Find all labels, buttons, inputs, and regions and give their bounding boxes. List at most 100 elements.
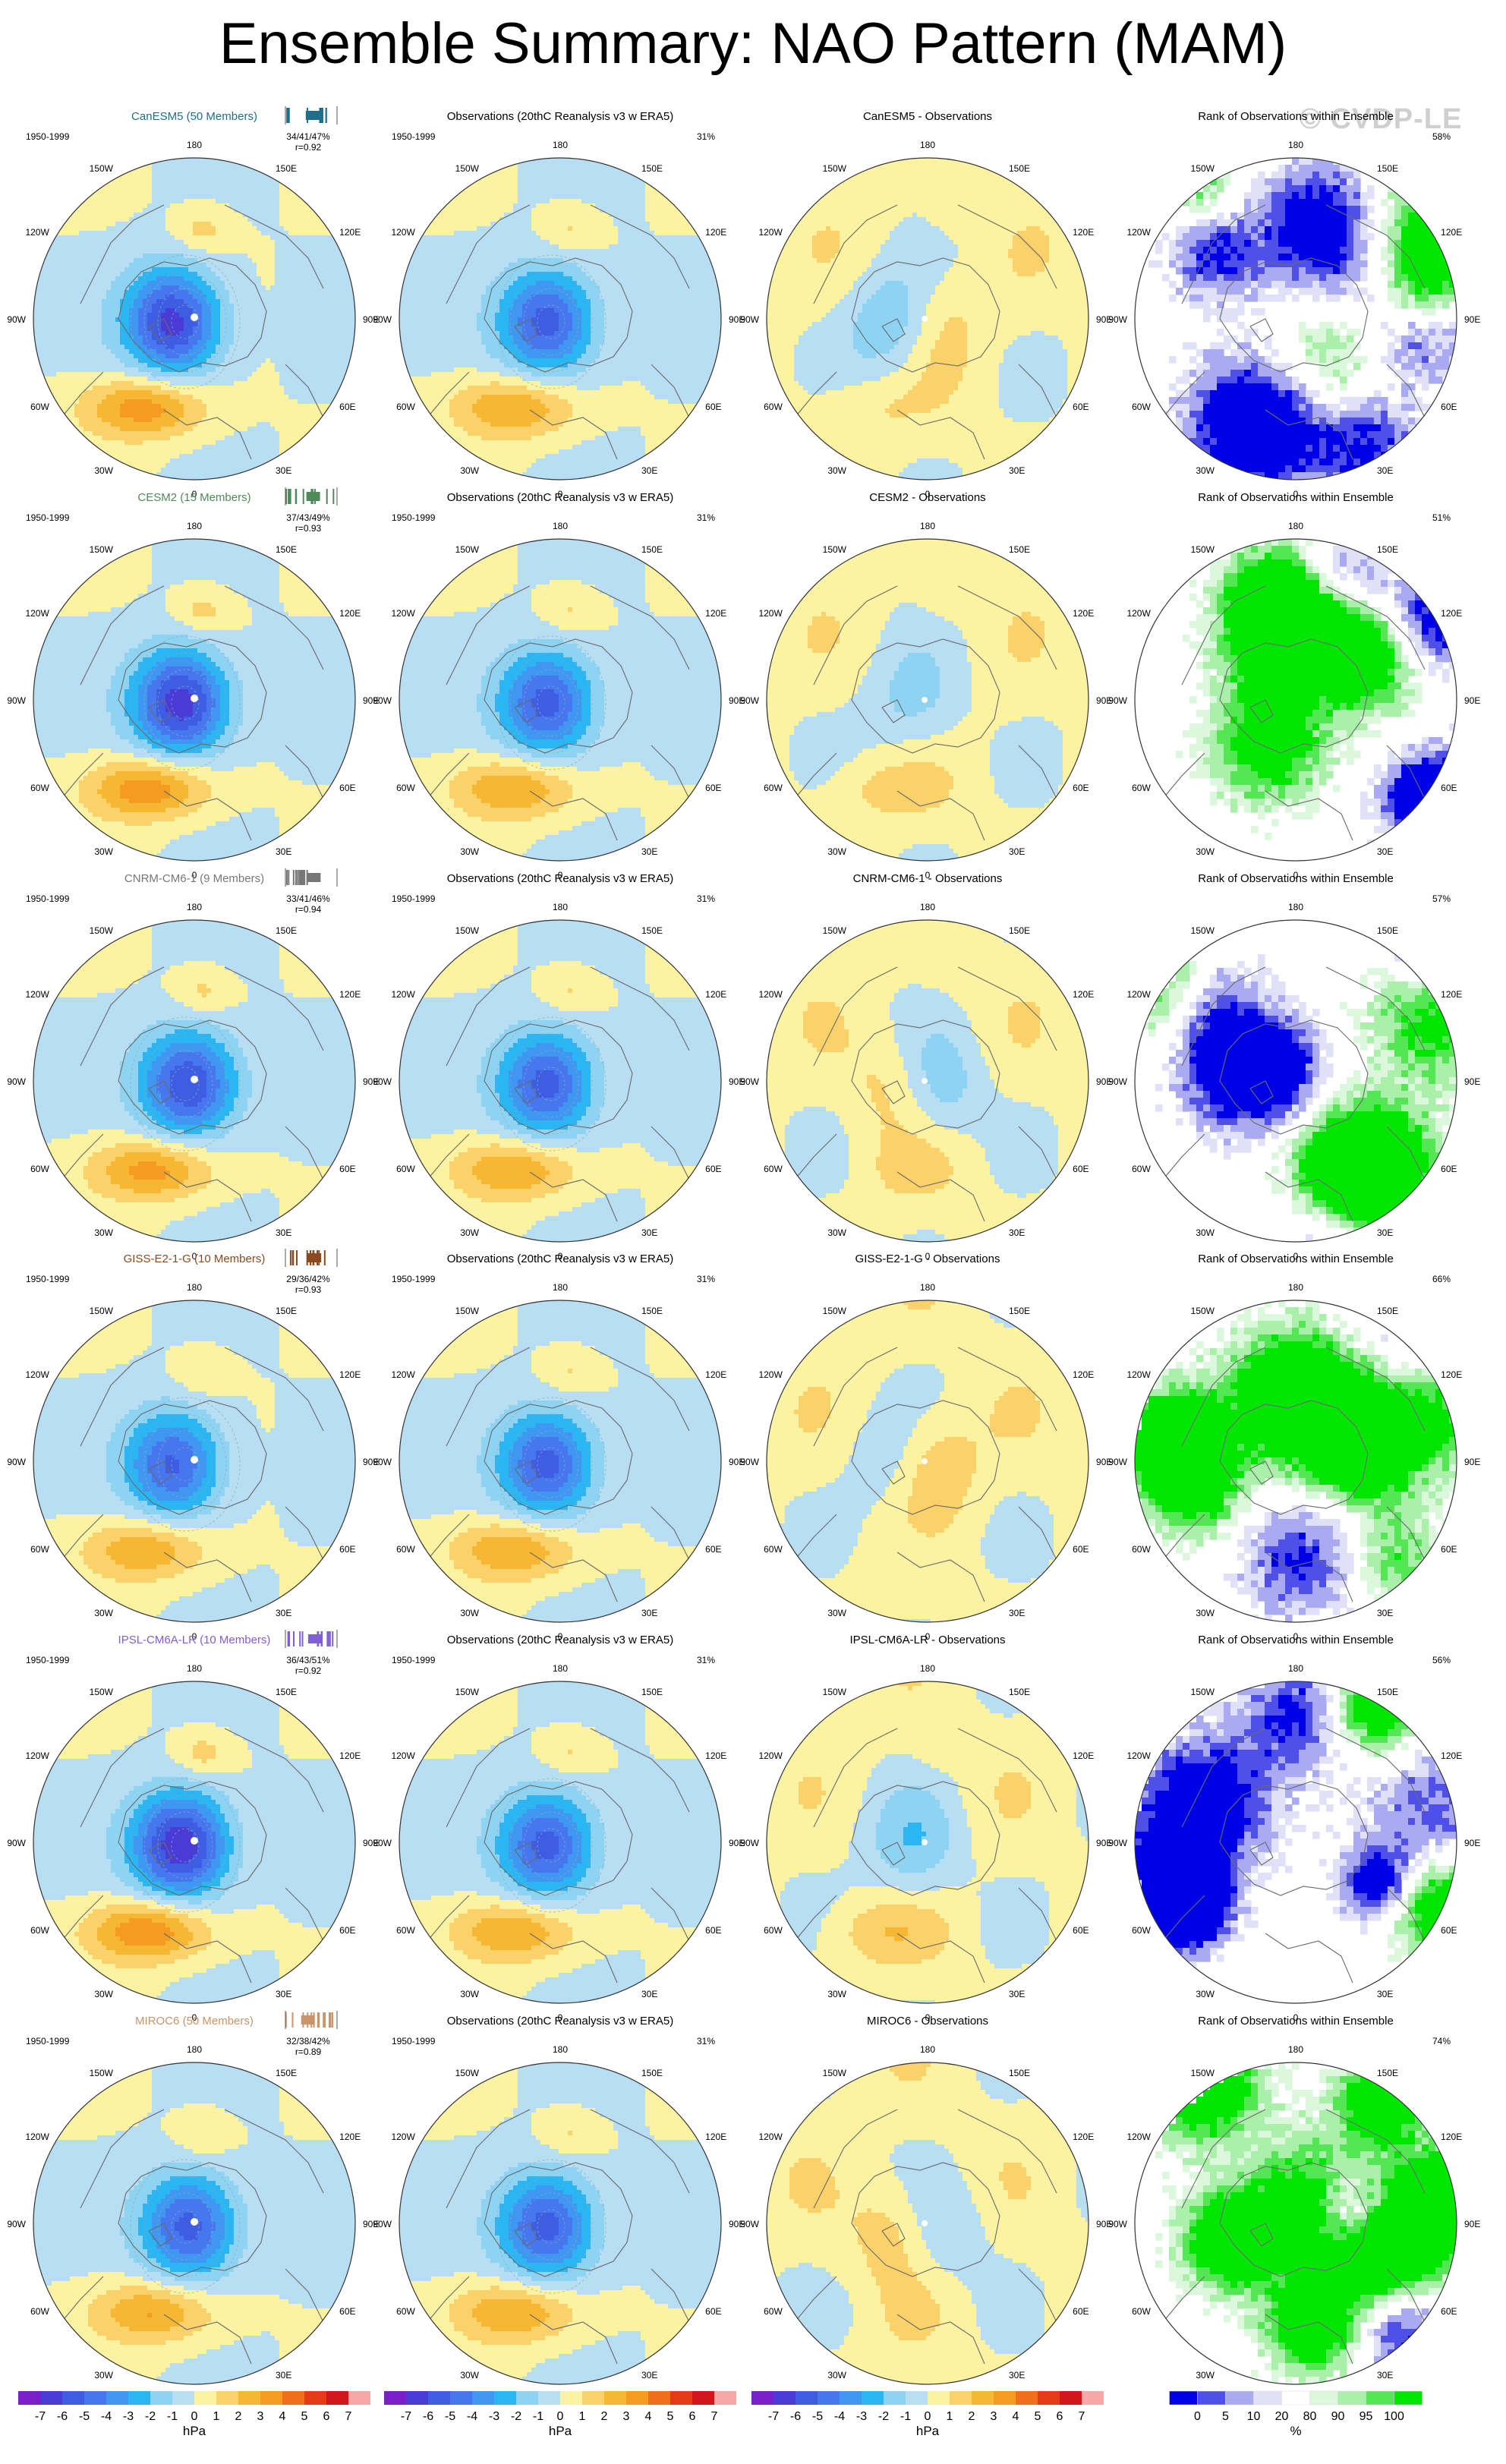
longitude-label: 150W — [90, 1306, 114, 1316]
longitude-label: 30E — [1377, 1608, 1393, 1618]
longitude-label: 60E — [339, 783, 355, 793]
longitude-label: 150E — [1009, 1687, 1030, 1697]
longitude-label: 120E — [705, 608, 726, 619]
longitude-label: 120E — [339, 227, 361, 238]
longitude-label: 150E — [276, 2068, 297, 2078]
longitude-label: 60E — [1073, 783, 1089, 793]
longitude-label: 30W — [94, 1989, 113, 1999]
longitude-label: 90W — [1108, 1076, 1127, 1087]
longitude-label: 150E — [641, 544, 663, 555]
rank-colorbar-swatch — [1366, 2391, 1394, 2405]
colorbar-swatch — [884, 2391, 906, 2405]
longitude-label: 30E — [641, 1227, 657, 1238]
longitude-label: 150W — [90, 1687, 114, 1697]
colorbar-tick: -5 — [79, 2410, 90, 2423]
pattern-correlation: r=0.94 — [295, 904, 322, 915]
longitude-label: 120W — [25, 608, 49, 619]
colorbar-tick: 1 — [579, 2410, 586, 2423]
longitude-label: 30E — [641, 1608, 657, 1618]
longitude-label: 180 — [920, 140, 935, 150]
rank-title: Rank of Observations within Ensemble — [1198, 1252, 1394, 1265]
explained-variance: 31% — [697, 131, 715, 142]
longitude-label: 90W — [1108, 695, 1127, 706]
rank-colorbar-swatch — [1310, 2391, 1338, 2405]
longitude-label: 30E — [1009, 1989, 1025, 1999]
longitude-label: 30E — [1009, 465, 1025, 476]
colorbar-swatch — [840, 2391, 862, 2405]
longitude-label: 30W — [94, 846, 113, 857]
longitude-label: 30E — [641, 846, 657, 857]
colorbar-swatch — [428, 2391, 450, 2405]
colorbar-swatch — [906, 2391, 928, 2405]
period-label: 1950-1999 — [26, 512, 70, 523]
model-map-MIROC6: MIROC6 (50 Members)1950-1999 32/38/42%r=0… — [7, 2011, 379, 2404]
colorbar-swatch — [494, 2391, 516, 2405]
longitude-label: 30W — [460, 1608, 479, 1618]
longitude-label: 180 — [553, 521, 568, 531]
longitude-label: 150E — [1377, 2068, 1398, 2078]
longitude-label: 150W — [455, 163, 480, 174]
period-label: 1950-1999 — [392, 512, 436, 523]
rank-title: Rank of Observations within Ensemble — [1198, 1634, 1394, 1646]
longitude-label: 60W — [1132, 2306, 1151, 2317]
longitude-label: 120E — [1441, 227, 1462, 238]
longitude-label: 180 — [1288, 521, 1303, 531]
colorbar-swatch — [304, 2391, 326, 2405]
period-label: 1950-1999 — [26, 131, 70, 142]
pattern-correlation: r=0.92 — [295, 142, 322, 153]
longitude-label: 180 — [920, 521, 935, 531]
rank-map-GISS-E2-1-G: Rank of Observations within Ensemble66%1… — [1108, 1252, 1480, 1642]
longitude-label: 30W — [1196, 2370, 1215, 2381]
longitude-label: 90W — [740, 695, 759, 706]
rank-percent: 56% — [1432, 1655, 1451, 1665]
colorbar-swatch — [796, 2391, 818, 2405]
longitude-label: 120W — [25, 989, 49, 1000]
rank-colorbar-tick: 20 — [1275, 2410, 1289, 2423]
colorbar-tick: -4 — [834, 2410, 845, 2423]
longitude-label: 30E — [1009, 1608, 1025, 1618]
longitude-label: 60E — [1073, 1544, 1089, 1555]
longitude-label: 120W — [391, 608, 415, 619]
colorbar-tick: -7 — [768, 2410, 779, 2423]
rank-percent: 51% — [1432, 512, 1451, 523]
longitude-label: 150W — [90, 163, 114, 174]
longitude-label: 30W — [460, 1989, 479, 1999]
longitude-label: 60W — [764, 783, 783, 793]
period-label: 1950-1999 — [392, 131, 436, 142]
longitude-label: 120E — [1073, 227, 1094, 238]
longitude-label: 120W — [758, 2132, 783, 2142]
colorbar-swatch — [1060, 2391, 1082, 2405]
period-label: 1950-1999 — [26, 2036, 70, 2047]
longitude-label: 150W — [1191, 925, 1215, 936]
observation-title: Observations (20thC Reanalysis v3 w ERA5… — [447, 491, 673, 504]
longitude-label: 60W — [396, 402, 415, 412]
colorbar-swatch — [172, 2391, 194, 2405]
longitude-label: 120E — [1073, 989, 1094, 1000]
longitude-label: 30E — [276, 2370, 291, 2381]
longitude-label: 120W — [25, 1369, 49, 1380]
observation-title: Observations (20thC Reanalysis v3 w ERA5… — [447, 1634, 673, 1646]
rank-map-IPSL-CM6A-LR: Rank of Observations within Ensemble 56% 1… — [1108, 1634, 1480, 2023]
longitude-label: 60E — [1441, 783, 1457, 793]
longitude-label: 30W — [827, 2370, 846, 2381]
colorbar-tick: -6 — [790, 2410, 801, 2423]
longitude-label: 120E — [1073, 1750, 1094, 1761]
longitude-label: 30W — [1196, 465, 1215, 476]
colorbar-swatch — [84, 2391, 106, 2405]
observation-map: Observations (20thC Reanalysis v3 w ERA5… — [373, 491, 745, 881]
longitude-label: 180 — [920, 1282, 935, 1293]
colorbar-swatch — [472, 2391, 494, 2405]
colorbar-tick: 1 — [213, 2410, 220, 2423]
longitude-label: 150E — [641, 925, 663, 936]
rank-colorbar-swatch — [1198, 2391, 1226, 2405]
model-map-CNRM-CM6-1: CNRM-CM6-1 (9 Members)1950-1999 33/41/46%… — [7, 868, 379, 1262]
rank-percent: 66% — [1432, 1274, 1451, 1284]
rank-map-CNRM-CM6-1: Rank of Observations within Ensemble57%1… — [1108, 872, 1480, 1262]
longitude-label: 90W — [1108, 1838, 1127, 1848]
colorbar-swatch — [692, 2391, 714, 2405]
colorbar-tick: -1 — [900, 2410, 911, 2423]
longitude-label: 150E — [1377, 1687, 1398, 1697]
colorbar-unit: hPa — [183, 2424, 206, 2438]
longitude-label: 30E — [276, 1608, 291, 1618]
